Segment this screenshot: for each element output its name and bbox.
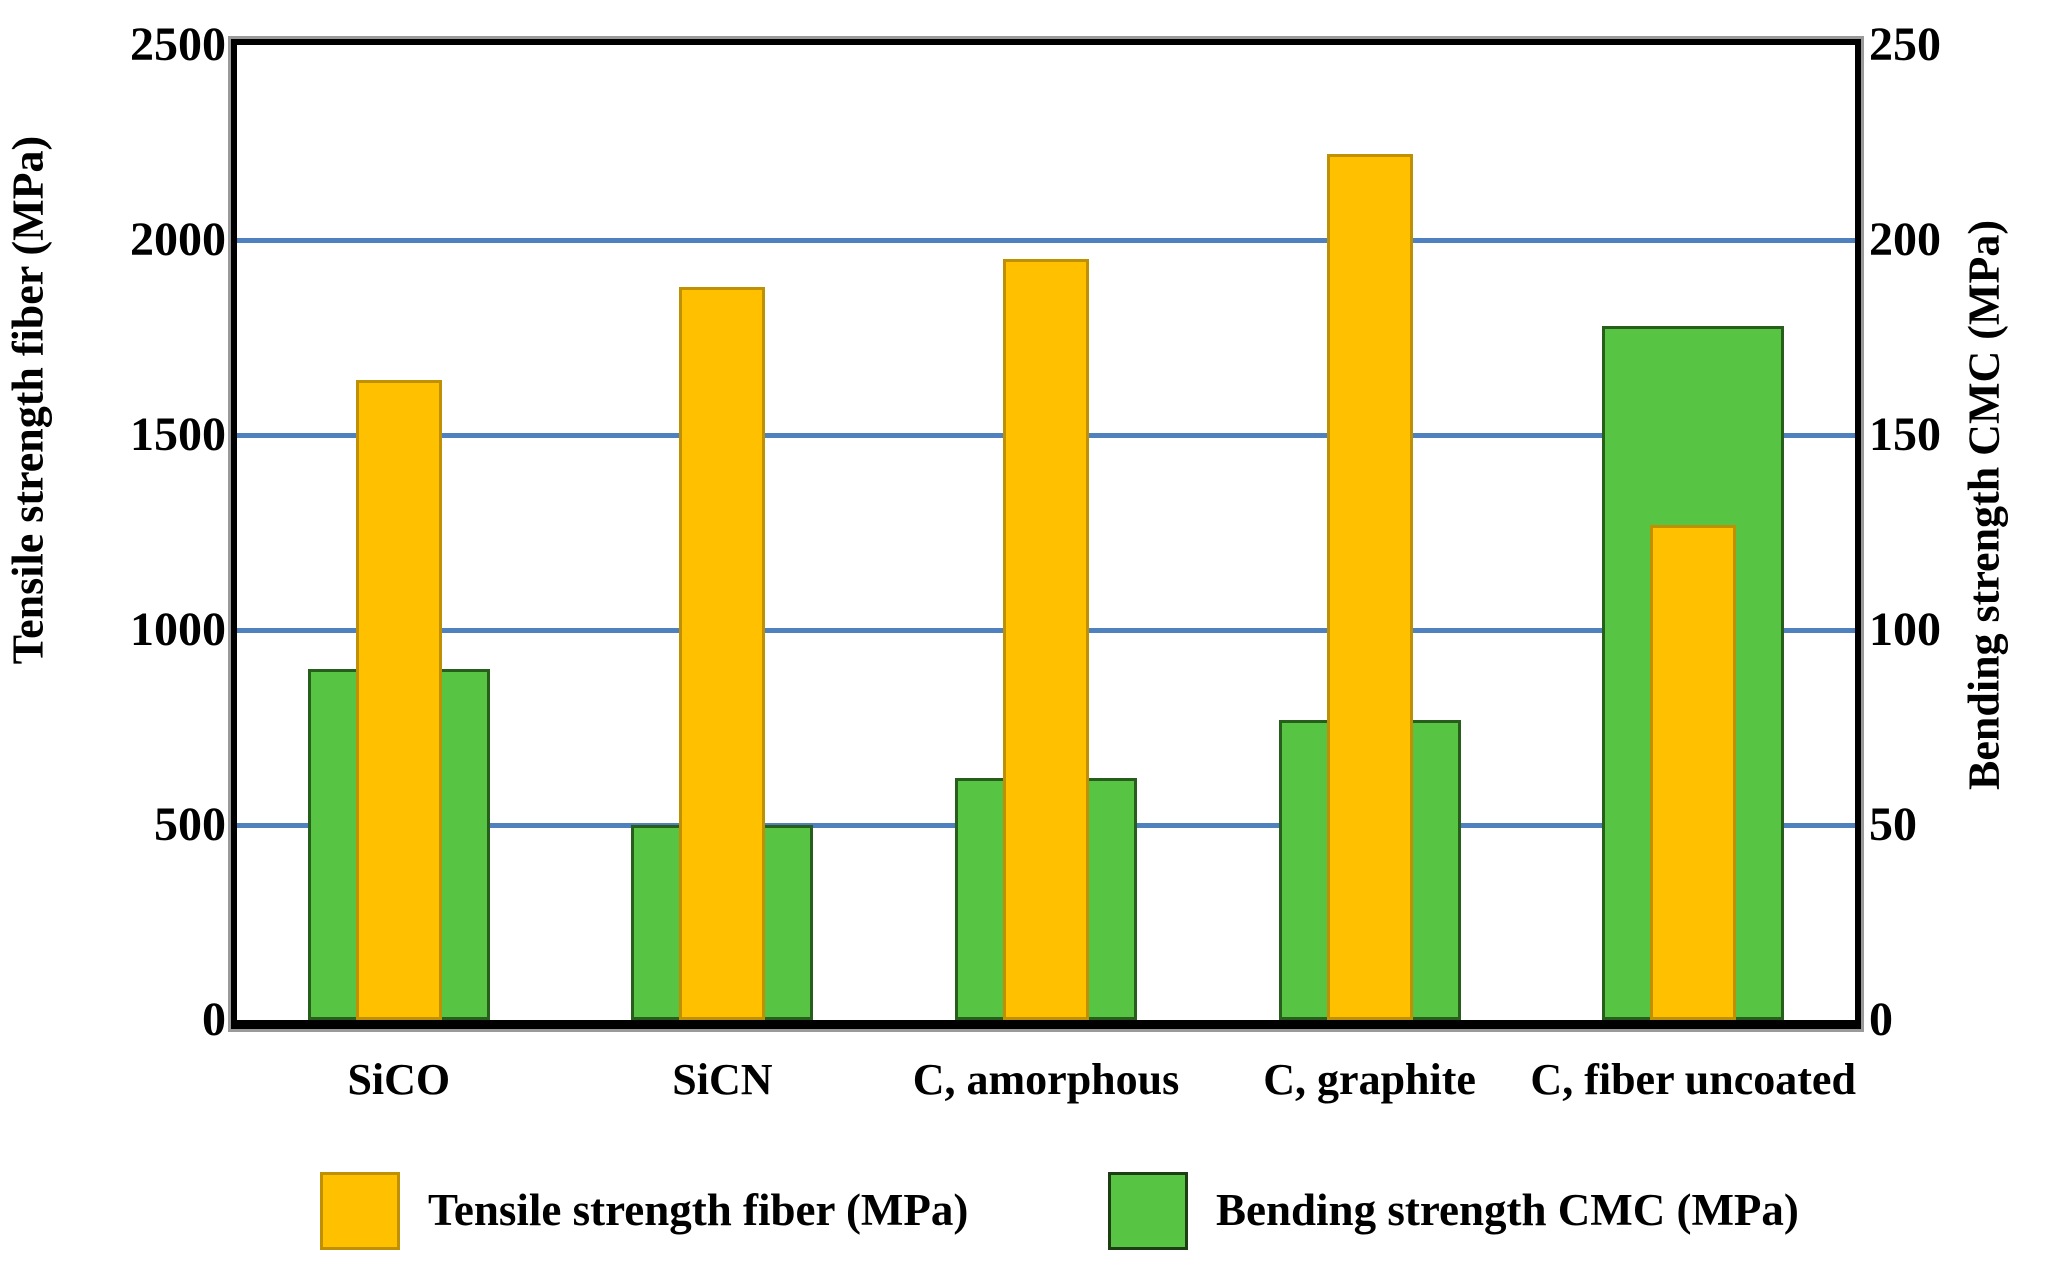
category-label-sico: SiCO bbox=[347, 1055, 451, 1104]
category-label-sicn: SiCN bbox=[672, 1055, 773, 1104]
plot-area bbox=[228, 36, 1864, 1032]
gridline-2000 bbox=[237, 238, 1855, 243]
left-tick-2000: 2000 bbox=[130, 213, 226, 266]
right-axis-title: Bending strength CMC (MPa) bbox=[1959, 220, 2009, 790]
bar-tensile-c--amorphous bbox=[1003, 259, 1089, 1020]
left-tick-2500: 2500 bbox=[130, 18, 226, 71]
left-tick-1000: 1000 bbox=[130, 603, 226, 656]
right-tick-200: 200 bbox=[1869, 213, 1941, 266]
bar-tensile-sicn bbox=[679, 287, 766, 1020]
legend-label-tensile: Tensile strength fiber (MPa) bbox=[428, 1185, 969, 1235]
legend-swatch-bending bbox=[1108, 1172, 1188, 1250]
left-tick-1500: 1500 bbox=[130, 408, 226, 461]
right-tick-250: 250 bbox=[1869, 18, 1941, 71]
right-tick-0: 0 bbox=[1869, 993, 1893, 1046]
legend-swatch-tensile bbox=[320, 1172, 400, 1250]
category-label-c--fiber-uncoated: C, fiber uncoated bbox=[1530, 1055, 1856, 1104]
left-tick-500: 500 bbox=[154, 798, 226, 851]
left-tick-0: 0 bbox=[202, 993, 226, 1046]
category-label-c--amorphous: C, amorphous bbox=[912, 1055, 1180, 1104]
bar-tensile-sico bbox=[355, 380, 442, 1020]
right-tick-150: 150 bbox=[1869, 408, 1941, 461]
right-tick-50: 50 bbox=[1869, 798, 1917, 851]
bar-tensile-c--graphite bbox=[1326, 154, 1413, 1020]
right-tick-100: 100 bbox=[1869, 603, 1941, 656]
legend-label-bending: Bending strength CMC (MPa) bbox=[1216, 1185, 1799, 1235]
bar-tensile-c--fiber-uncoated bbox=[1650, 525, 1737, 1020]
category-label-c--graphite: C, graphite bbox=[1263, 1055, 1476, 1104]
